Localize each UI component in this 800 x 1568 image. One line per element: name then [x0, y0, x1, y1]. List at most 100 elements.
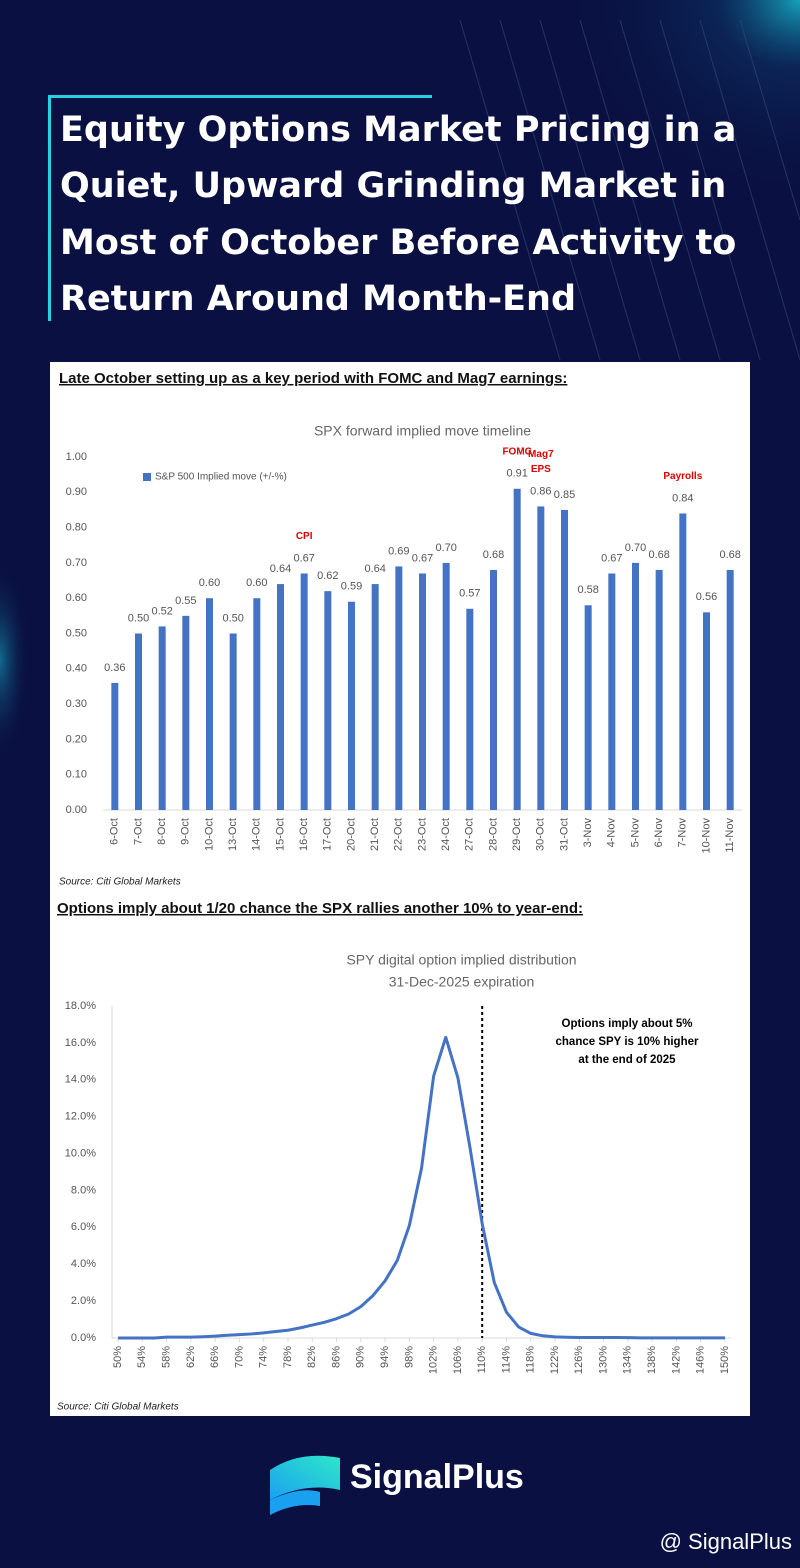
x-tick-label: 50%	[112, 1346, 124, 1368]
data-label: 0.58	[577, 584, 598, 596]
x-tick-label: 106%	[452, 1346, 464, 1374]
title-accent	[48, 95, 51, 321]
x-tick-label: 5-Nov	[629, 818, 641, 848]
x-tick-label: 102%	[428, 1346, 440, 1374]
data-label: 0.59	[341, 581, 362, 593]
data-label: 0.60	[246, 577, 267, 589]
watermark: @ SignalPlus	[660, 1529, 792, 1554]
y-tick-label: 0.10	[66, 769, 87, 781]
x-tick-label: 6-Nov	[653, 818, 665, 848]
x-tick-label: 14-Oct	[251, 818, 263, 851]
x-tick-label: 4-Nov	[606, 818, 618, 848]
x-tick-label: 7-Nov	[677, 818, 689, 848]
data-label: 0.60	[199, 577, 220, 589]
bar	[419, 573, 426, 810]
logo-icon	[270, 1490, 320, 1515]
x-tick-label: 27-Oct	[464, 818, 476, 851]
data-label: 0.85	[554, 489, 575, 501]
legend-label: S&P 500 Implied move (+/-%)	[155, 472, 287, 483]
y-tick-label: 0.00	[66, 804, 87, 816]
decor-lines	[459, 19, 800, 361]
x-tick-label: 15-Oct	[274, 818, 286, 851]
y-tick-label: 18.0%	[65, 1000, 96, 1012]
bar	[182, 615, 190, 810]
y-tick-label: 14.0%	[65, 1074, 96, 1086]
annotation: chance SPY is 10% higher	[556, 1036, 699, 1048]
x-tick-label: 78%	[282, 1346, 294, 1368]
x-tick-label: 8-Oct	[156, 818, 168, 845]
y-tick-label: 2.0%	[71, 1295, 96, 1307]
annotation: at the end of 2025	[578, 1054, 676, 1066]
title: Most of October Before Activity to	[60, 223, 736, 263]
x-tick-label: 7-Oct	[132, 818, 144, 845]
x-tick-label: 130%	[597, 1346, 609, 1374]
data-label: 0.69	[388, 545, 409, 557]
logo-icon	[270, 1455, 340, 1500]
y-tick-label: 0.20	[66, 733, 87, 745]
y-tick-label: 4.0%	[71, 1258, 96, 1270]
annotation: FOMC	[502, 446, 531, 457]
bar	[135, 633, 142, 810]
bar	[490, 569, 497, 810]
data-label: 0.52	[151, 605, 172, 617]
x-tick-label: 28-Oct	[487, 818, 499, 851]
brand: SignalPlus	[350, 1458, 524, 1496]
annotation: EPS	[531, 464, 551, 475]
x-tick-label: 134%	[622, 1346, 634, 1374]
x-tick-label: 114%	[500, 1346, 512, 1374]
chart-title: SPX forward implied move timeline	[314, 423, 531, 439]
x-tick-label: 22-Oct	[393, 818, 405, 851]
y-tick-label: 10.0%	[65, 1147, 96, 1159]
y-tick-label: 0.0%	[71, 1332, 96, 1344]
x-tick-label: 90%	[355, 1346, 367, 1368]
chart-panel	[50, 362, 750, 1416]
data-label: 0.67	[293, 552, 314, 564]
data-label: 0.56	[696, 591, 717, 603]
data-label: 0.67	[412, 552, 433, 564]
y-tick-label: 0.70	[66, 557, 87, 569]
x-tick-label: 10-Nov	[700, 818, 712, 854]
y-tick-label: 0.40	[66, 663, 87, 675]
bar	[253, 598, 261, 810]
data-label: 0.70	[625, 542, 646, 554]
y-tick-label: 1.00	[66, 451, 87, 463]
bar	[608, 573, 616, 810]
y-tick-label: 12.0%	[65, 1111, 96, 1123]
bar	[679, 513, 687, 810]
x-tick-label: 58%	[161, 1346, 173, 1368]
x-tick-label: 10-Oct	[203, 818, 215, 851]
annotation: Mag7	[528, 449, 554, 460]
x-tick-label: 21-Oct	[369, 818, 381, 851]
x-tick-label: 54%	[136, 1346, 148, 1368]
bar	[584, 605, 592, 810]
x-tick-label: 66%	[209, 1346, 221, 1368]
x-tick-label: 98%	[403, 1346, 415, 1368]
x-tick-label: 126%	[573, 1346, 585, 1374]
x-tick-label: 30-Oct	[535, 818, 547, 851]
data-label: 0.57	[459, 588, 480, 600]
bar	[395, 566, 403, 810]
x-tick-label: 31-Oct	[558, 818, 570, 851]
title: Equity Options Market Pricing in a	[60, 110, 736, 150]
legend-swatch	[143, 473, 151, 481]
x-tick-label: 23-Oct	[416, 818, 428, 851]
x-tick-label: 11-Nov	[724, 818, 736, 853]
data-label: 0.84	[672, 492, 693, 504]
line	[118, 1035, 725, 1340]
y-tick-label: 16.0%	[65, 1037, 96, 1049]
x-tick-label: 6-Oct	[109, 818, 121, 845]
bar	[111, 682, 119, 810]
x-tick-label: 3-Nov	[582, 818, 594, 848]
x-tick-label: 9-Oct	[180, 818, 192, 845]
x-tick-label: 142%	[670, 1346, 682, 1374]
x-tick-label: 62%	[185, 1346, 197, 1368]
x-tick-label: 138%	[646, 1346, 658, 1374]
y-tick-label: 0.60	[66, 592, 87, 604]
title: Return Around Month-End	[60, 279, 576, 319]
data-label: 0.68	[483, 549, 504, 561]
title: Quiet, Upward Grinding Market in	[60, 166, 726, 206]
bar	[632, 562, 639, 810]
x-tick-label: 150%	[719, 1346, 731, 1374]
data-label: 0.55	[175, 595, 196, 607]
